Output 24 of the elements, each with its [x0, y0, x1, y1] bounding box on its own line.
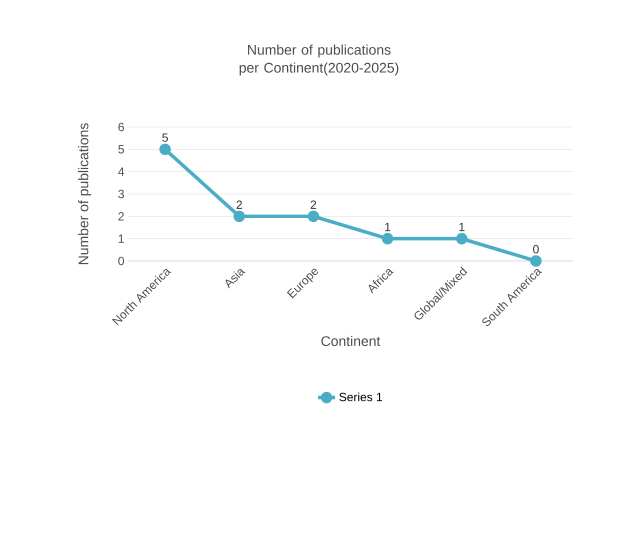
y-tick-label: 6 — [118, 122, 124, 132]
legend-label: Series 1 — [339, 392, 382, 402]
point — [159, 144, 171, 156]
x-tick-label: Asia — [226, 269, 246, 289]
point — [382, 232, 394, 244]
y-tick-label: 1 — [118, 234, 124, 243]
data-label: 1 — [385, 222, 390, 232]
y-axis-title: Number of publications — [78, 123, 92, 264]
data-label: 0 — [533, 245, 539, 254]
y-tick-label: 4 — [118, 168, 124, 176]
data-label: 1 — [459, 222, 464, 232]
data-label: 2 — [310, 200, 316, 209]
point — [456, 232, 468, 244]
y-tick-label: 5 — [118, 145, 124, 154]
data-label: 2 — [236, 200, 242, 209]
data-label: 5 — [162, 133, 168, 142]
x-axis-title: Continent — [321, 336, 380, 346]
point — [234, 210, 245, 222]
y-tick-label: 2 — [118, 212, 124, 220]
point — [530, 255, 542, 267]
point — [308, 210, 320, 222]
y-tick-label: 0 — [118, 256, 124, 266]
chart-title: Number of publications per Continent(2020-2025) — [240, 44, 398, 76]
y-tick-label: 3 — [118, 190, 124, 198]
